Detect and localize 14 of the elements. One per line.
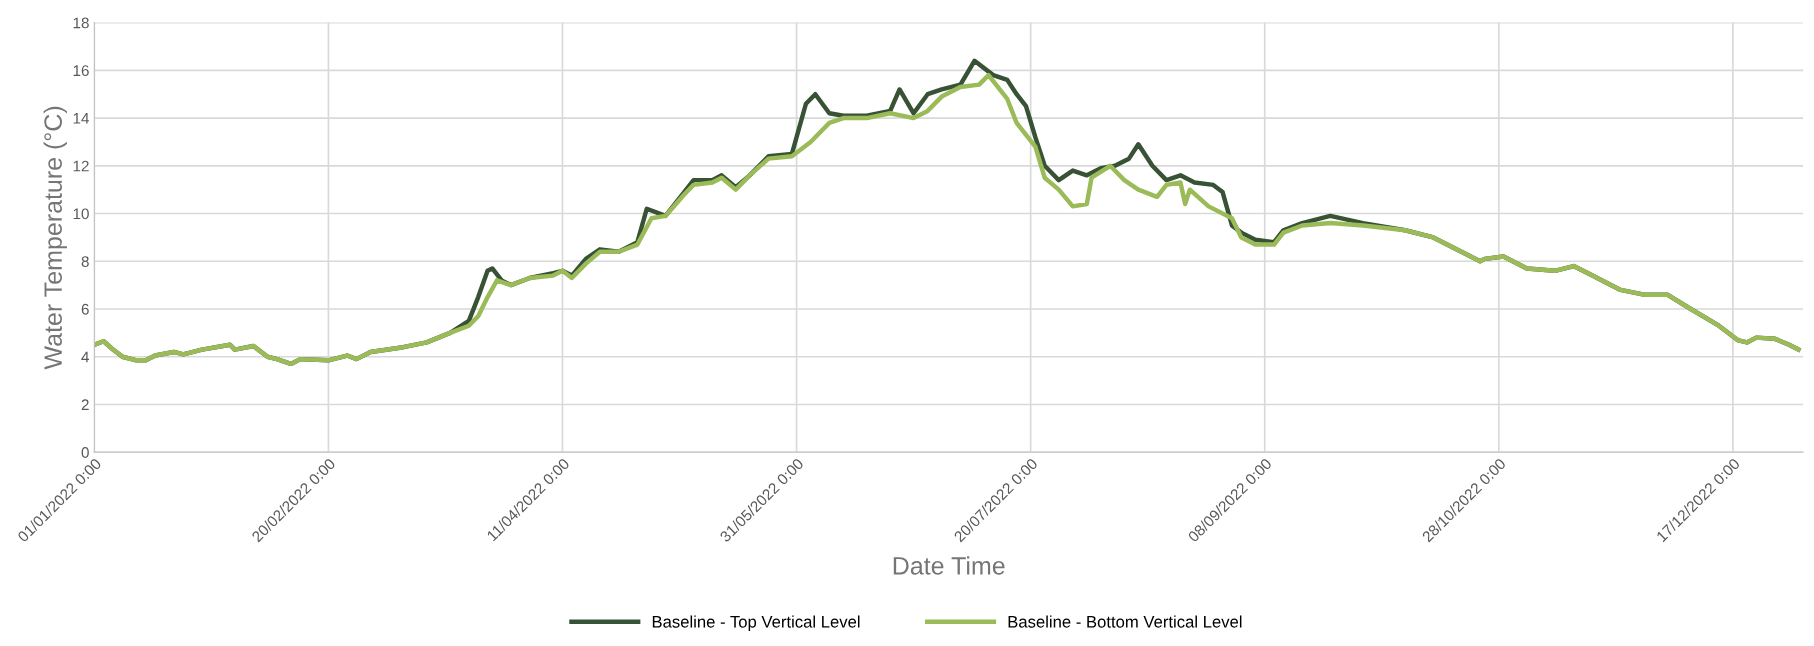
y-tick-label: 14 <box>73 113 90 124</box>
y-tick-label: 18 <box>73 17 89 29</box>
y-tick-label: 10 <box>73 208 89 220</box>
legend-label: Baseline - Top Vertical Level <box>652 615 860 631</box>
y-axis-title: Water Temperature (°C) <box>43 106 67 370</box>
y-tick-label: 8 <box>81 256 89 267</box>
x-axis-title: Date Time <box>893 556 1005 575</box>
y-tick-label: 12 <box>73 160 89 172</box>
y-tick-label: 0 <box>81 447 89 458</box>
y-tick-label: 6 <box>81 303 89 315</box>
y-tick-label: 2 <box>81 399 89 410</box>
y-tick-label: 4 <box>81 351 90 363</box>
y-tick-label: 16 <box>73 65 89 77</box>
legend-label: Baseline - Bottom Vertical Level <box>1008 615 1242 628</box>
